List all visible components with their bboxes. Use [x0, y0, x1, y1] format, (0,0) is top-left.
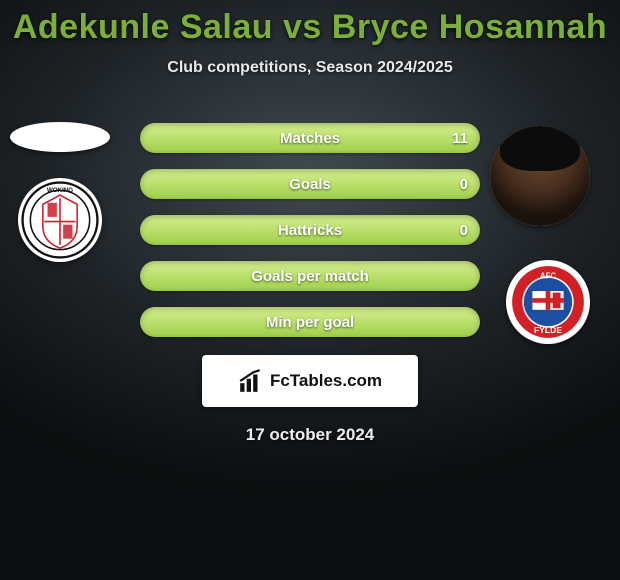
stat-label: Goals — [289, 176, 331, 193]
vs-separator: vs — [283, 8, 322, 46]
woking-crest-icon: WOKING — [21, 181, 99, 259]
stat-row-matches: Matches 11 — [140, 123, 480, 153]
bar-chart-icon — [238, 368, 264, 394]
stat-right-value: 11 — [452, 130, 468, 147]
stat-label: Hattricks — [278, 222, 342, 239]
stat-row-hattricks: Hattricks 0 — [140, 215, 480, 245]
player1-name: Adekunle Salau — [13, 8, 273, 46]
svg-text:FYLDE: FYLDE — [534, 325, 562, 335]
stat-label: Goals per match — [251, 268, 369, 285]
player1-avatar — [10, 122, 110, 152]
stat-row-goals: Goals 0 — [140, 169, 480, 199]
snapshot-date: 17 october 2024 — [0, 425, 620, 445]
afc-fylde-crest-icon: AFC FYLDE — [509, 263, 587, 341]
stat-right-value: 0 — [460, 222, 468, 239]
player2-club-crest: AFC FYLDE — [506, 260, 590, 344]
stat-row-goals-per-match: Goals per match — [140, 261, 480, 291]
watermark-text: FcTables.com — [270, 371, 382, 391]
player2-avatar — [490, 126, 590, 226]
stat-label: Min per goal — [266, 314, 354, 331]
season-subtitle: Club competitions, Season 2024/2025 — [0, 59, 620, 77]
comparison-title: Adekunle Salau vs Bryce Hosannah — [0, 0, 620, 47]
player1-club-crest: WOKING — [18, 178, 102, 262]
fctables-watermark: FcTables.com — [202, 355, 418, 407]
player2-name: Bryce Hosannah — [332, 8, 607, 46]
svg-text:AFC: AFC — [540, 272, 556, 281]
face-photo-icon — [490, 126, 590, 226]
svg-text:WOKING: WOKING — [47, 187, 73, 194]
stat-row-min-per-goal: Min per goal — [140, 307, 480, 337]
stat-label: Matches — [280, 130, 340, 147]
stat-right-value: 0 — [460, 176, 468, 193]
blank-silhouette-icon — [10, 122, 110, 152]
